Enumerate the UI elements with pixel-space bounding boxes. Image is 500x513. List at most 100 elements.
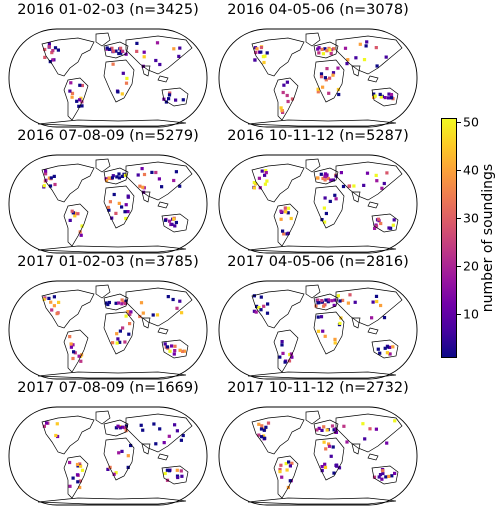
sounding-cell xyxy=(167,219,172,223)
sounding-cell xyxy=(321,85,325,89)
sounding-cell xyxy=(106,302,110,307)
sounding-cell xyxy=(280,109,284,113)
sounding-cell xyxy=(47,45,51,49)
sounding-cell xyxy=(316,47,320,51)
sounding-cell xyxy=(282,232,286,236)
coastline xyxy=(313,419,339,437)
sounding-cell xyxy=(120,174,125,178)
sounding-cell xyxy=(364,44,368,48)
sounding-cell xyxy=(163,471,167,476)
sounding-cell xyxy=(332,428,336,432)
sounding-cell xyxy=(262,434,266,438)
sounding-cell xyxy=(385,351,389,355)
coastline xyxy=(157,75,169,83)
sounding-cell xyxy=(160,185,164,189)
coastline xyxy=(95,284,111,299)
coastline xyxy=(251,37,305,77)
sounding-cell xyxy=(265,51,269,55)
sounding-cell xyxy=(374,294,379,298)
coastline xyxy=(313,293,339,311)
sounding-cell xyxy=(142,172,147,177)
sounding-cell xyxy=(375,179,379,183)
sounding-cell xyxy=(329,178,333,182)
sounding-cell xyxy=(121,425,125,429)
sounding-cell xyxy=(278,470,282,474)
sounding-cell xyxy=(316,87,320,91)
sounding-cell xyxy=(121,49,125,53)
sounding-cell xyxy=(154,170,158,175)
sounding-cell xyxy=(331,71,336,75)
sounding-cell xyxy=(121,300,125,304)
sounding-cell xyxy=(330,424,335,428)
sounding-cell xyxy=(263,173,267,177)
sounding-cell xyxy=(381,469,385,473)
sounding-cell xyxy=(279,209,283,213)
sounding-cell xyxy=(120,205,124,209)
sounding-cell xyxy=(336,294,340,298)
sounding-cell xyxy=(322,304,326,308)
sounding-cell xyxy=(337,466,342,470)
sounding-cell xyxy=(317,51,321,55)
panel-title: 2017 07-08-09 (n=1669) xyxy=(17,380,199,396)
coastline xyxy=(313,311,345,355)
panel-title: 2017 04-05-06 (n=2816) xyxy=(227,254,409,270)
sounding-cell xyxy=(49,300,53,304)
coastline xyxy=(335,413,403,453)
sounding-cell xyxy=(316,298,320,302)
coastline xyxy=(37,497,187,505)
sounding-cell xyxy=(110,216,114,220)
sounding-cell xyxy=(47,176,51,180)
world-map-panel xyxy=(8,154,208,254)
sounding-cell xyxy=(69,81,73,85)
sounding-cell xyxy=(332,471,336,475)
sounding-cell xyxy=(322,206,326,210)
sounding-cell xyxy=(365,40,369,44)
sounding-cell xyxy=(333,298,337,302)
sounding-cell xyxy=(57,300,61,304)
sounding-cell xyxy=(354,56,358,60)
sounding-cell xyxy=(323,172,328,176)
sounding-cell xyxy=(263,436,267,440)
sounding-cell xyxy=(393,419,397,423)
sounding-cell xyxy=(338,321,342,325)
sounding-cell xyxy=(378,351,382,355)
sounding-cell xyxy=(135,49,139,53)
sounding-cell xyxy=(175,468,179,472)
panel-title: 2016 01-02-03 (n=3425) xyxy=(17,2,199,18)
sounding-cell xyxy=(280,475,284,479)
sounding-cell xyxy=(384,55,388,59)
sounding-cell xyxy=(322,425,326,429)
sounding-cell xyxy=(154,442,158,446)
coastline xyxy=(103,293,129,311)
sounding-cell xyxy=(157,177,161,181)
sounding-cell xyxy=(263,54,267,58)
sounding-cell xyxy=(124,81,129,85)
sounding-cell xyxy=(264,171,268,175)
coastline xyxy=(247,119,397,127)
sounding-cell xyxy=(73,211,77,215)
sounding-cell xyxy=(155,41,160,45)
sounding-cell xyxy=(257,176,261,180)
sounding-cell xyxy=(141,428,145,432)
sounding-cell xyxy=(285,468,289,472)
sounding-cell xyxy=(154,58,158,63)
sounding-cell xyxy=(178,184,182,188)
sounding-cell xyxy=(324,174,328,178)
sounding-cell xyxy=(315,428,319,432)
coastline xyxy=(273,77,299,121)
sounding-cell xyxy=(389,226,393,230)
sounding-cell xyxy=(48,184,53,188)
colorbar-tick-30 xyxy=(457,218,461,219)
coastline xyxy=(367,201,379,209)
sounding-cell xyxy=(78,485,82,490)
sounding-cell xyxy=(114,301,118,305)
coastline xyxy=(63,329,89,373)
sounding-cell xyxy=(326,298,331,302)
world-map-panel xyxy=(218,406,418,506)
colorbar-tick-10 xyxy=(457,314,461,315)
sounding-cell xyxy=(389,93,393,97)
sounding-cell xyxy=(320,299,324,303)
sounding-cell xyxy=(327,442,331,446)
sounding-cell xyxy=(329,454,333,458)
sounding-cell xyxy=(181,98,185,102)
